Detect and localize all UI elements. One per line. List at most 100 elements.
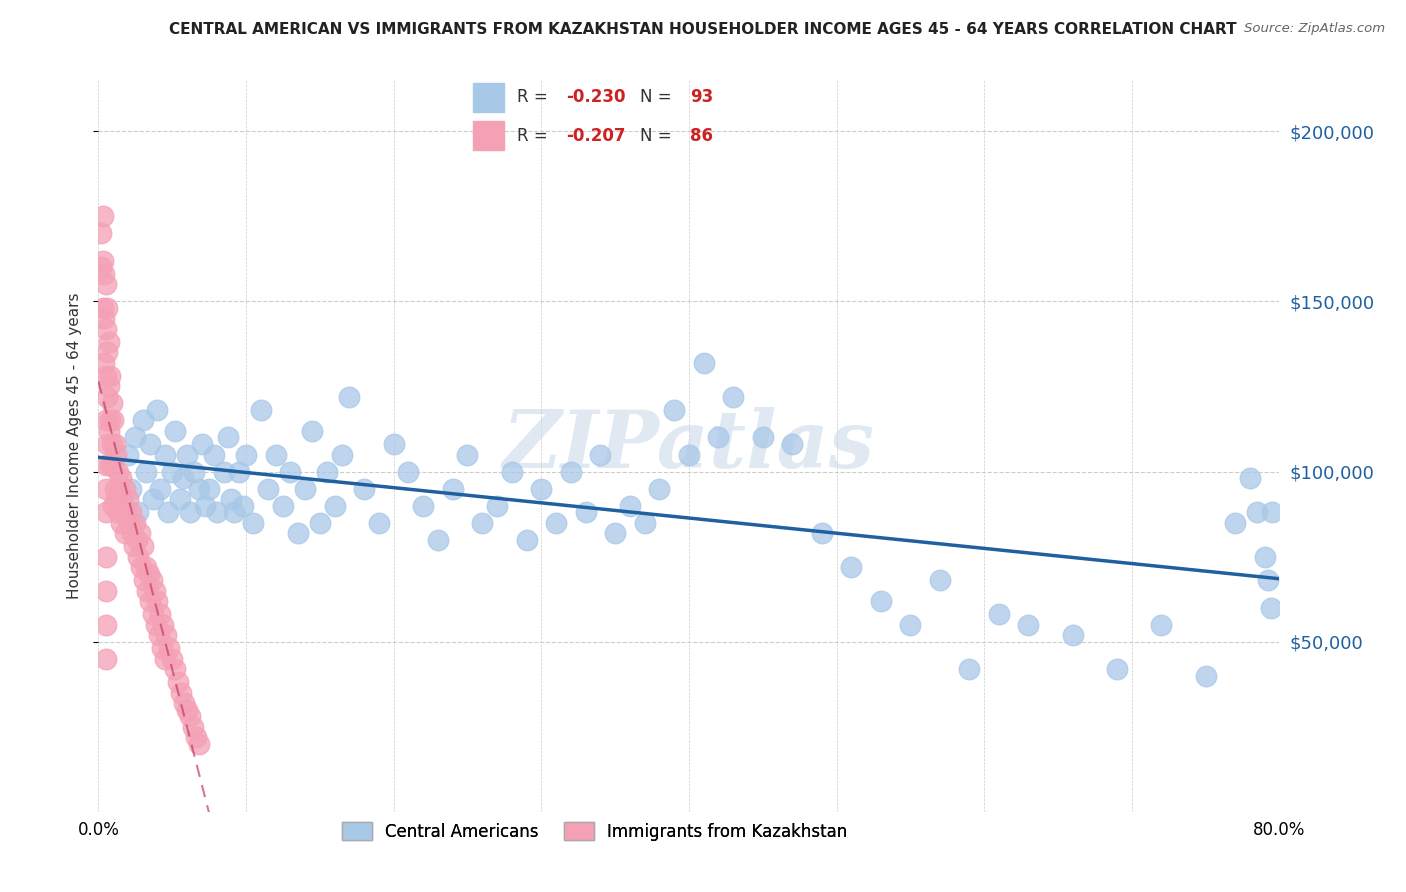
- Point: [205, 505, 228, 519]
- Point: [167, 675, 190, 690]
- Point: [93, 356, 115, 370]
- Point: [235, 448, 257, 462]
- Point: [94, 413, 117, 427]
- Point: [191, 437, 214, 451]
- Point: [143, 583, 166, 598]
- Point: [589, 448, 612, 462]
- Point: [323, 499, 346, 513]
- Point: [457, 448, 479, 462]
- Point: [575, 505, 598, 519]
- Point: [1062, 628, 1084, 642]
- Point: [98, 369, 121, 384]
- Point: [96, 301, 118, 316]
- Point: [98, 413, 121, 427]
- Point: [870, 594, 893, 608]
- Point: [146, 594, 169, 608]
- Point: [97, 335, 120, 350]
- Point: [121, 525, 143, 540]
- Point: [1225, 516, 1247, 530]
- Point: [309, 516, 332, 530]
- Text: N =: N =: [640, 88, 678, 106]
- Point: [1257, 574, 1279, 588]
- Point: [516, 533, 538, 547]
- Text: 93: 93: [690, 88, 713, 106]
- Point: [257, 482, 280, 496]
- Point: [427, 533, 450, 547]
- Point: [139, 437, 162, 451]
- Point: [97, 379, 120, 393]
- Point: [94, 583, 117, 598]
- Point: [91, 253, 114, 268]
- Y-axis label: Householder Income Ages 45 - 64 years: Householder Income Ages 45 - 64 years: [67, 293, 83, 599]
- Point: [118, 516, 141, 530]
- Point: [150, 641, 173, 656]
- Point: [93, 311, 115, 326]
- Point: [173, 696, 195, 710]
- Point: [96, 390, 118, 404]
- Text: N =: N =: [640, 127, 678, 145]
- Point: [112, 505, 135, 519]
- Point: [170, 686, 193, 700]
- Point: [138, 566, 160, 581]
- Text: CENTRAL AMERICAN VS IMMIGRANTS FROM KAZAKHSTAN HOUSEHOLDER INCOME AGES 45 - 64 Y: CENTRAL AMERICAN VS IMMIGRANTS FROM KAZA…: [169, 22, 1237, 37]
- Point: [1018, 617, 1040, 632]
- Point: [176, 703, 198, 717]
- Point: [127, 505, 149, 519]
- Point: [98, 458, 121, 472]
- Point: [152, 617, 174, 632]
- Point: [105, 448, 128, 462]
- Point: [1261, 505, 1284, 519]
- Point: [157, 641, 180, 656]
- Point: [153, 448, 176, 462]
- Point: [693, 356, 716, 370]
- Point: [181, 720, 204, 734]
- Point: [162, 651, 183, 665]
- Text: ZIPatlas: ZIPatlas: [503, 408, 875, 484]
- Point: [198, 482, 221, 496]
- Point: [187, 482, 209, 496]
- Point: [280, 465, 302, 479]
- FancyBboxPatch shape: [474, 83, 505, 112]
- Point: [124, 430, 146, 444]
- Point: [664, 403, 686, 417]
- Point: [368, 516, 391, 530]
- Point: [153, 651, 176, 665]
- Point: [139, 594, 162, 608]
- Point: [212, 465, 235, 479]
- Point: [100, 437, 122, 451]
- Point: [94, 321, 117, 335]
- Point: [221, 491, 243, 506]
- Point: [142, 491, 165, 506]
- Point: [353, 482, 375, 496]
- Point: [530, 482, 553, 496]
- Point: [125, 533, 148, 547]
- Point: [678, 448, 700, 462]
- Legend: Central Americans, Immigrants from Kazakhstan: Central Americans, Immigrants from Kazak…: [335, 816, 853, 847]
- Point: [132, 413, 155, 427]
- Point: [104, 482, 127, 496]
- Point: [1254, 549, 1277, 564]
- Point: [134, 574, 156, 588]
- Point: [107, 465, 129, 479]
- Point: [301, 424, 323, 438]
- Point: [316, 465, 339, 479]
- Point: [271, 499, 294, 513]
- Point: [441, 482, 464, 496]
- Point: [132, 540, 155, 554]
- Point: [1260, 600, 1282, 615]
- Point: [330, 448, 353, 462]
- Point: [120, 482, 142, 496]
- Point: [546, 516, 568, 530]
- Point: [117, 448, 139, 462]
- Point: [176, 448, 198, 462]
- Point: [111, 491, 134, 506]
- Point: [94, 277, 117, 292]
- Point: [165, 424, 187, 438]
- Point: [94, 549, 117, 564]
- Point: [96, 345, 118, 359]
- Point: [382, 437, 405, 451]
- Point: [232, 499, 254, 513]
- Point: [135, 559, 157, 574]
- Point: [93, 267, 115, 281]
- Point: [94, 369, 117, 384]
